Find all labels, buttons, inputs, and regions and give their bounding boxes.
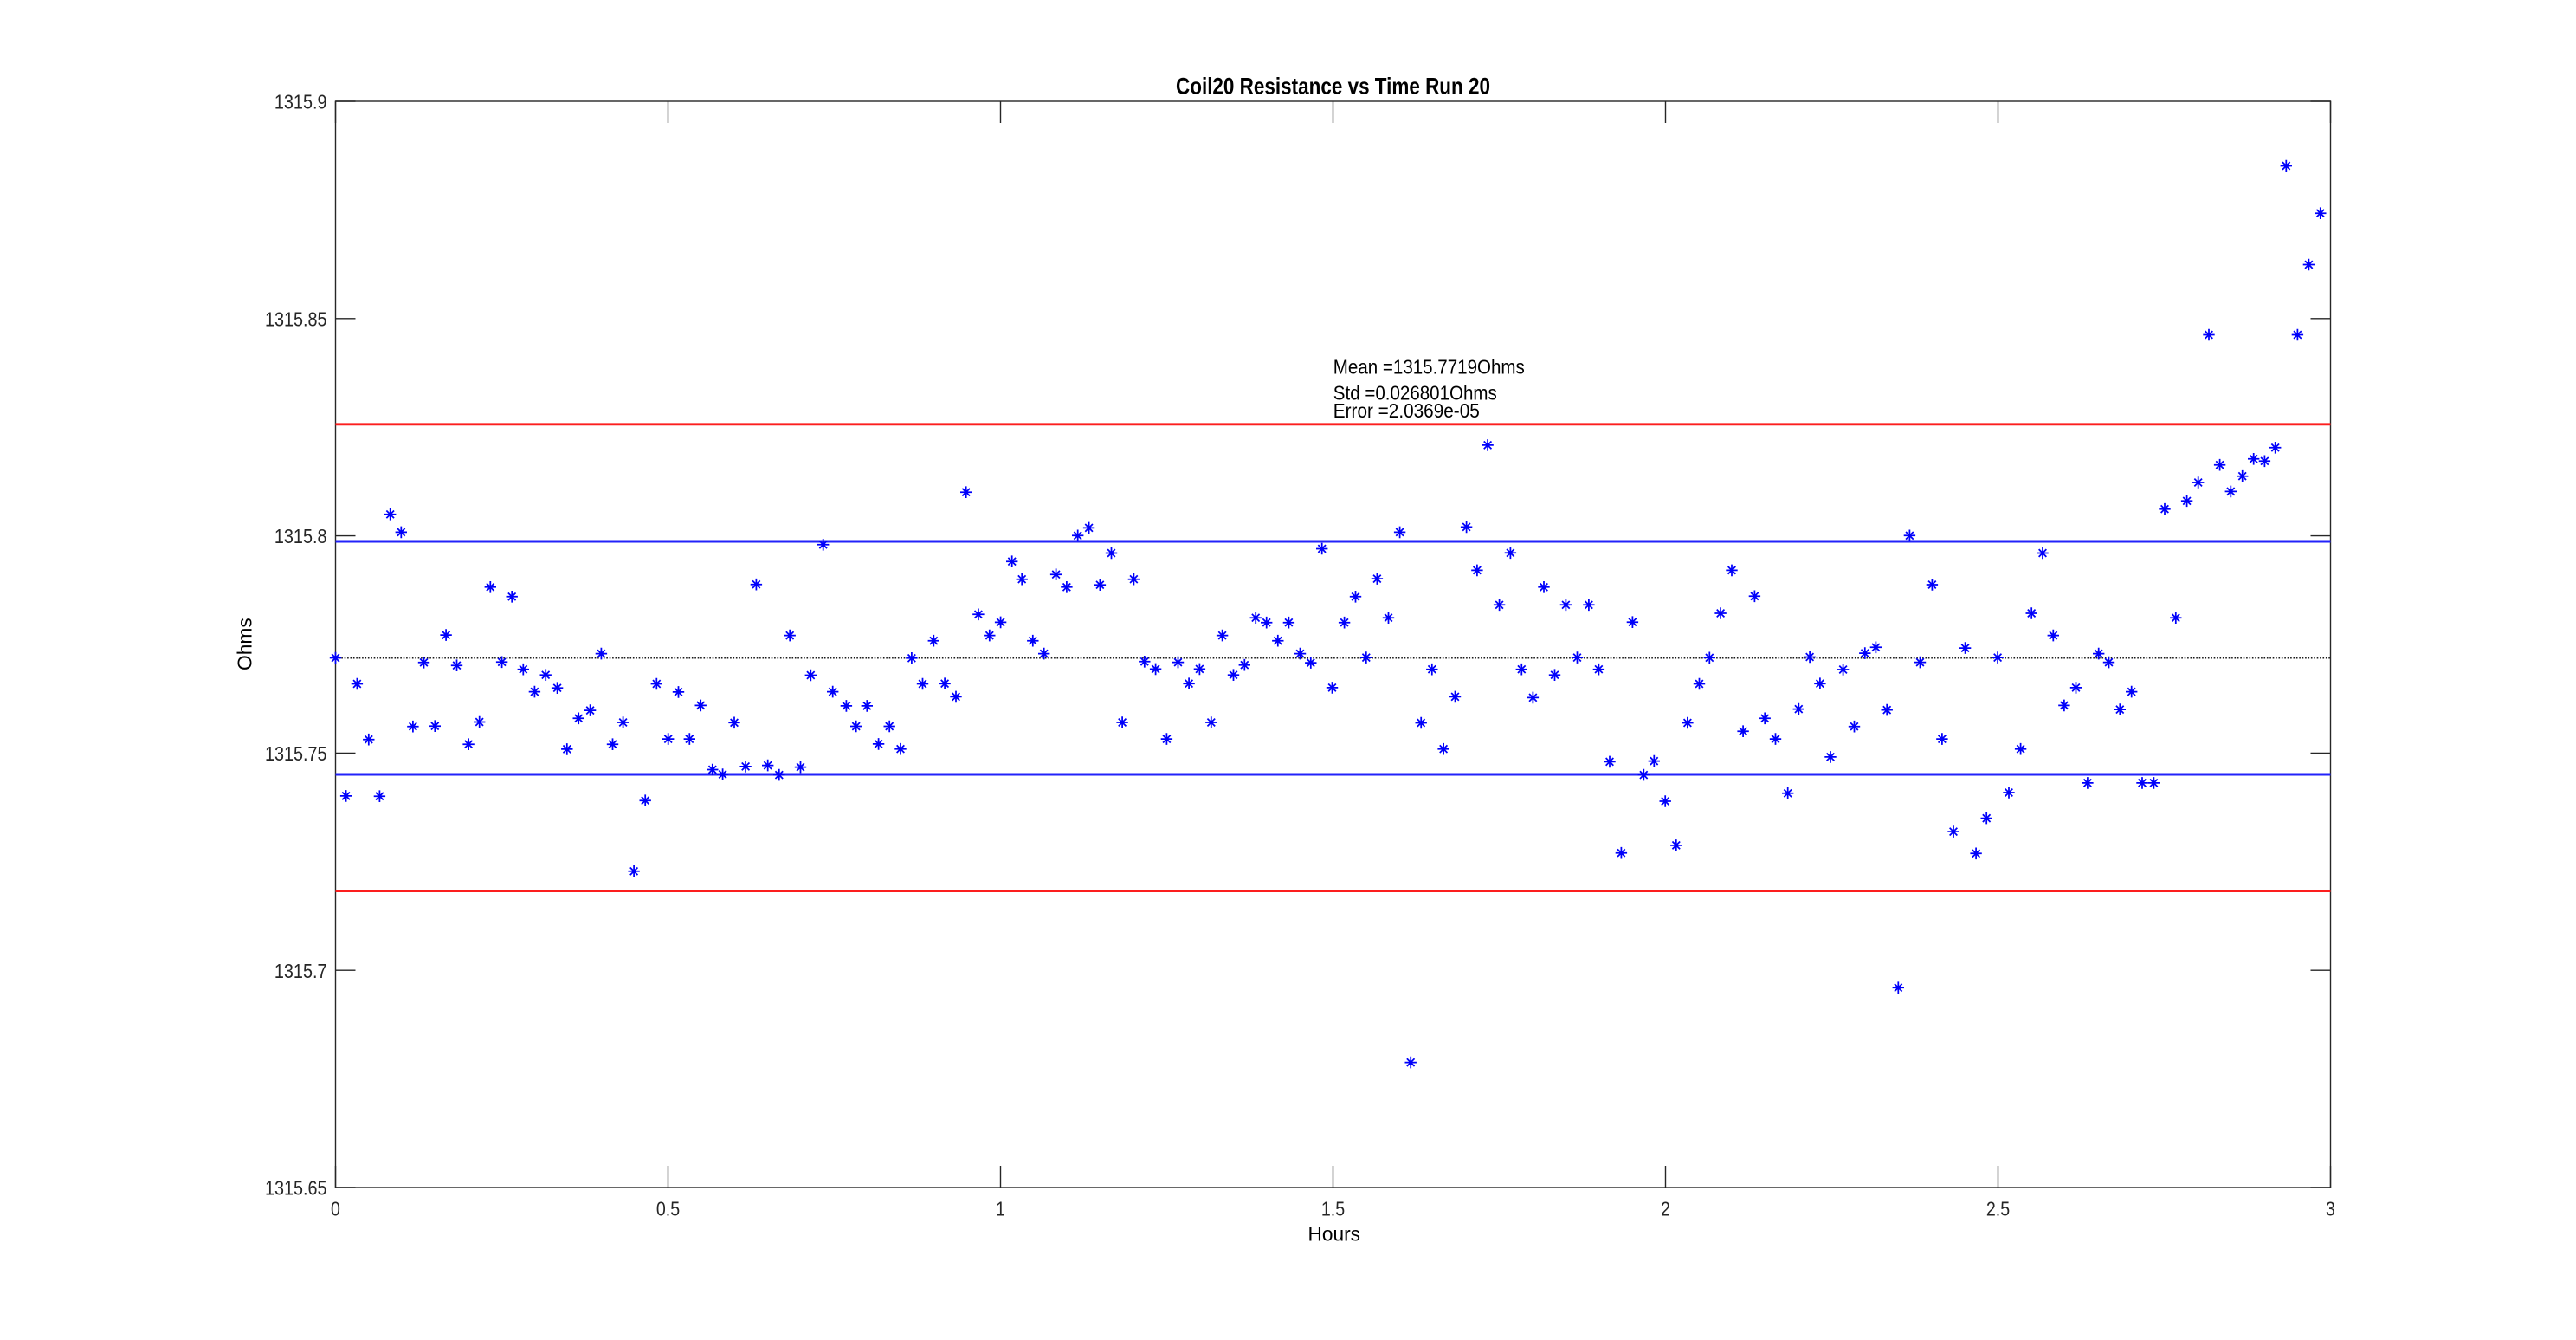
svg-text:1315.8: 1315.8 — [274, 525, 327, 547]
svg-text:1315.75: 1315.75 — [265, 742, 327, 765]
svg-text:Std =0.026801Ohms: Std =0.026801Ohms — [1333, 382, 1497, 405]
svg-text:0.5: 0.5 — [656, 1198, 680, 1220]
svg-text:2.5: 2.5 — [1986, 1198, 2010, 1220]
svg-text:2: 2 — [1661, 1198, 1670, 1220]
svg-text:Mean =1315.7719Ohms: Mean =1315.7719Ohms — [1333, 356, 1525, 379]
svg-text:Ohms: Ohms — [234, 618, 256, 670]
svg-text:1.5: 1.5 — [1321, 1198, 1345, 1220]
svg-text:Error =2.0369e-05: Error =2.0369e-05 — [1333, 399, 1480, 422]
svg-text:Hours: Hours — [1308, 1223, 1361, 1246]
svg-text:1315.65: 1315.65 — [265, 1177, 327, 1200]
svg-text:1: 1 — [996, 1198, 1005, 1220]
svg-text:1315.85: 1315.85 — [265, 307, 327, 330]
svg-text:3: 3 — [2326, 1198, 2335, 1220]
svg-text:1315.9: 1315.9 — [274, 91, 327, 113]
svg-text:0: 0 — [331, 1198, 340, 1220]
svg-text:1315.7: 1315.7 — [274, 960, 327, 982]
svg-text:Coil20 Resistance vs Time Run: Coil20 Resistance vs Time Run 20 — [1176, 73, 1490, 99]
